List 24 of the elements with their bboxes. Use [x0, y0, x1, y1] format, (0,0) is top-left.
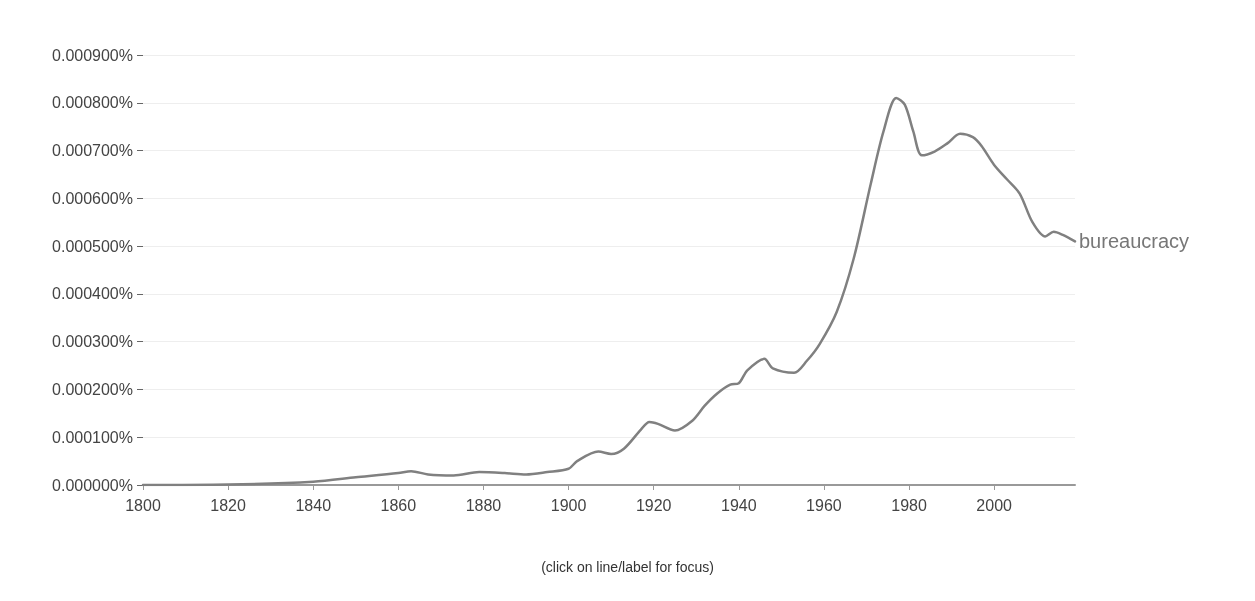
- x-tick-label: 1900: [550, 496, 587, 514]
- y-tick-label: 0.000400%: [52, 285, 133, 303]
- x-tick-label: 1800: [125, 496, 161, 514]
- y-tick-label: 0.000200%: [52, 380, 133, 398]
- y-tick-label: 0.000500%: [52, 237, 133, 255]
- x-tick-label: 1920: [635, 496, 672, 514]
- x-tick-label: 1840: [295, 496, 332, 514]
- y-tick-label: 0.000800%: [52, 94, 133, 112]
- y-tick-label: 0.000700%: [52, 142, 133, 160]
- series-label: bureaucracy: [1079, 230, 1190, 253]
- y-tick-label: 0.000600%: [52, 189, 133, 207]
- x-tick-label: 1860: [380, 496, 417, 514]
- y-tick-label: 0.000100%: [52, 428, 133, 446]
- x-tick-label: 1960: [806, 496, 842, 514]
- x-tick-label: 1880: [465, 496, 502, 514]
- x-tick-label: 2000: [976, 496, 1013, 514]
- x-tick-label: 1980: [891, 496, 927, 514]
- line-series: [141, 96, 1077, 487]
- x-tick-label: 1820: [210, 496, 247, 514]
- text: (click on line/label for focus): [541, 559, 714, 575]
- y-tick-label: 0.000000%: [52, 476, 133, 494]
- x-tick-label: 1940: [721, 496, 757, 514]
- y-tick-label: 0.000300%: [52, 333, 133, 351]
- y-tick-label: 0.000900%: [52, 46, 133, 64]
